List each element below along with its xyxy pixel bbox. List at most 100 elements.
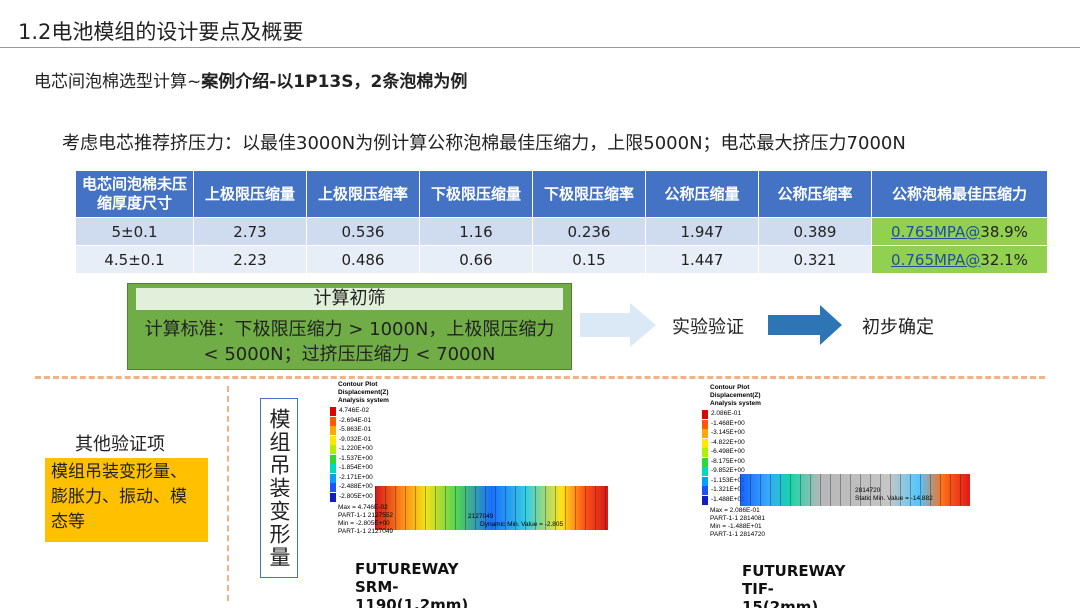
plot-min: Static Min. Value = -14.882 (855, 495, 933, 502)
plot-header: Contour Plot (338, 381, 378, 388)
plot-min: Dynamic Min. Value = -2.805 (480, 521, 564, 528)
legend-swatch (702, 419, 708, 429)
plot-header: Contour Plot (710, 384, 750, 391)
subtitle-prefix: 电芯间泡棉选型计算~ (34, 72, 202, 92)
legend-swatch (330, 473, 336, 483)
flow-step: 实验验证 (672, 317, 744, 338)
plot-info: PART-1-1 2814081 (710, 515, 766, 522)
legend-level: 2.086E-01 (711, 410, 741, 417)
cell: 0.321 (758, 245, 872, 274)
cell: 5±0.1 (75, 217, 194, 246)
legend-level: -8.175E+00 (711, 457, 745, 465)
cell: 0.765MPA@32.1% (871, 245, 1048, 274)
legend-level: -5.863E-01 (339, 426, 372, 433)
cell: 1.16 (419, 217, 533, 246)
header-cell: 电芯间泡棉未压缩厚度尺寸 (75, 170, 194, 218)
legend-level: -6.498E+00 (711, 448, 745, 455)
row: 5±0.1 2.73 0.536 1.16 0.236 1.947 0.389 0.765MP… (75, 217, 1048, 246)
legend-swatch (702, 457, 708, 467)
arrow-dark (768, 305, 842, 345)
row: 4.5±0.1 2.23 0.486 0.66 0.15 1.447 0.321 0.765M… (75, 245, 1048, 274)
other-body: 模组吊装变形量、膨胀力、振动、模态等 (45, 458, 208, 542)
cell: 4.5±0.1 (75, 245, 194, 274)
legend-level: -2.488E+00 (339, 483, 373, 490)
legend-level: -3.145E+00 (711, 429, 745, 436)
legend-swatch (702, 495, 708, 505)
header-cell: 公称压缩量 (645, 170, 759, 218)
arrow-light (580, 303, 656, 347)
legend-level: -1.321E+01 (711, 486, 745, 493)
beam (740, 474, 970, 506)
cell: 1.947 (645, 217, 759, 246)
subtitle: 电芯间泡棉选型计算~案例介绍-以1P13S，2条泡棉为例 (34, 67, 467, 92)
divider (35, 376, 1045, 379)
header-cell: 公称泡棉最佳压缩力 (871, 170, 1048, 218)
cell-text: 32.1% (980, 250, 1028, 269)
header-cell: 下极限压缩量 (419, 170, 533, 218)
plot-info: Max = 2.086E-01 (710, 507, 760, 514)
legend-level: -9.032E-01 (339, 435, 372, 443)
header-row: 电芯间泡棉未压缩厚度尺寸 上极限压缩量 上极限压缩率 下极限压缩量 下极限压缩率 公称压缩… (75, 170, 1048, 218)
other-title: 其他验证项 (75, 434, 165, 455)
header-cell: 上极限压缩率 (306, 170, 420, 218)
legend-swatch (702, 448, 708, 457)
legend-swatch (702, 410, 708, 419)
screening-body: 计算标准：下极限压缩力 > 1000N，上极限压缩力 < 5000N；过挤压压缩… (144, 319, 555, 365)
cell: 0.236 (532, 217, 646, 246)
plot-info: PART-1-1 2127552 (338, 512, 394, 519)
legend-level: -1.854E+00 (339, 464, 373, 471)
legend-swatch (330, 426, 336, 435)
plot-info: Min = -1.488E+01 (710, 523, 762, 530)
plot-node: 2127049 (468, 513, 494, 520)
flow-step: 初步确定 (862, 317, 934, 338)
legend-level: -4.822E+00 (711, 438, 745, 446)
legend-swatch (330, 492, 336, 502)
cell: 1.447 (645, 245, 759, 274)
cell-text: 38.9% (980, 222, 1028, 241)
plot-header: Displacement(Z) (710, 392, 761, 399)
legend-swatch (702, 476, 708, 486)
plot-header: Displacement(Z) (338, 389, 389, 396)
subtitle-bold: 案例介绍-以1P13S，2条泡棉为例 (201, 72, 468, 92)
legend-swatch (330, 454, 336, 464)
legend-level: 4.746E-02 (339, 407, 369, 414)
legend-level: -2.694E-01 (339, 416, 372, 424)
cell-link: 0.765MPA@ (891, 250, 981, 269)
legend-swatch (702, 429, 708, 438)
screening-box: 计算初筛 计算标准：下极限压缩力 > 1000N，上极限压缩力 < 5000N；… (127, 283, 572, 370)
header-cell: 公称压缩率 (758, 170, 872, 218)
cell: 2.73 (193, 217, 307, 246)
legend-level: -2.805E+00 (339, 492, 373, 500)
legend-swatch (330, 407, 336, 416)
legend-level: -9.852E+00 (711, 467, 745, 474)
plot-info: PART-1-1 2127049 (338, 528, 394, 535)
table: 电芯间泡棉未压缩厚度尺寸 上极限压缩量 上极限压缩率 下极限压缩量 下极限压缩率 公称压缩… (75, 170, 1048, 274)
cell: 0.15 (532, 245, 646, 274)
legend-swatch (702, 467, 708, 476)
title-rule (0, 47, 1080, 48)
cell: 0.66 (419, 245, 533, 274)
legend-swatch (702, 438, 708, 448)
legend-level: -1.468E+00 (711, 419, 745, 427)
header-cell: 下极限压缩率 (532, 170, 646, 218)
screening-title: 计算初筛 (136, 288, 563, 310)
legend-level: -1.488E+01 (711, 495, 745, 503)
legend-level: -1.153E+01 (711, 476, 745, 484)
cell: 0.536 (306, 217, 420, 246)
beam (375, 486, 608, 530)
plot-info: Min = -2.805E+00 (338, 520, 390, 527)
plot-info: Max = 4.746E-02 (338, 504, 388, 511)
arrows (580, 303, 842, 347)
legend-swatch (330, 464, 336, 473)
header-cell: 上极限压缩量 (193, 170, 307, 218)
plot-info: PART-1-1 2814720 (710, 531, 766, 538)
legend-swatch (330, 416, 336, 426)
cell: 2.23 (193, 245, 307, 274)
legend-swatch (702, 486, 708, 495)
plot-header: Analysis system (338, 397, 389, 404)
plot-node: 2814720 (855, 487, 881, 494)
legend-level: -1.220E+00 (339, 445, 373, 452)
divider-vertical (227, 386, 229, 601)
legend-level: -2.171E+00 (339, 473, 373, 481)
